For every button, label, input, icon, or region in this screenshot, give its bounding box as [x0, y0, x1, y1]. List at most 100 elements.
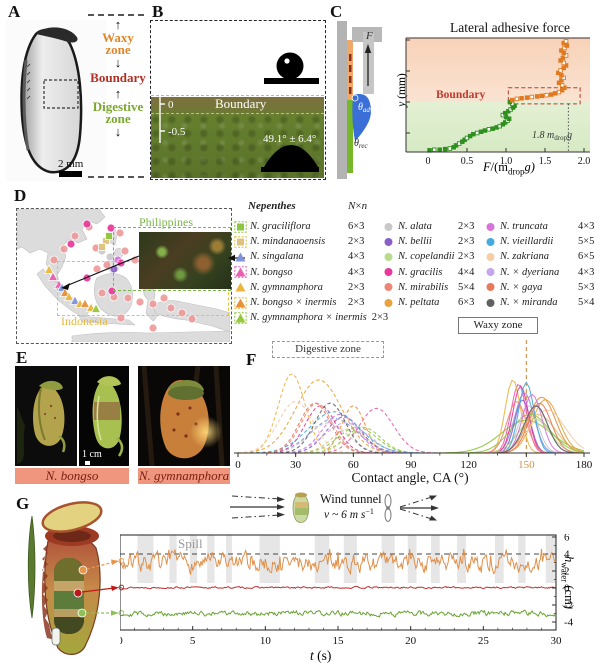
- spill-band: [226, 535, 232, 583]
- data-point: [509, 97, 515, 103]
- sessile-drop-sphere: [276, 52, 304, 80]
- svg-text:25: 25: [478, 635, 490, 647]
- boundary-level-dot: [73, 588, 83, 598]
- spill-band: [314, 535, 330, 583]
- svg-text:-2: -2: [564, 600, 573, 612]
- digestive-zone-box: Digestive zone: [272, 341, 384, 358]
- sample-count: 5×5: [578, 236, 595, 248]
- data-point: [559, 48, 564, 53]
- data-point: [482, 128, 488, 133]
- svg-text:1.8 mdropg: 1.8 mdropg: [532, 130, 572, 142]
- data-point: [564, 43, 570, 48]
- map-marker: [66, 239, 76, 249]
- map-marker: [63, 291, 75, 301]
- map-marker: [97, 288, 107, 298]
- map-marker: [166, 303, 176, 313]
- svg-text:4: 4: [564, 549, 570, 561]
- svg-text:1.0: 1.0: [500, 156, 513, 167]
- legend-row: N. alata 2×3: [382, 219, 474, 234]
- legend-row: N. mirabilis 5×4: [382, 280, 474, 295]
- sample-count: 4×3: [578, 221, 595, 233]
- data-point: [519, 96, 524, 101]
- habitat-photo-inset: [139, 232, 231, 289]
- legend-row: N. × miranda 5×4: [484, 295, 594, 310]
- svg-text:0: 0: [120, 635, 123, 647]
- species-name: N. × miranda: [500, 297, 558, 309]
- circle-marker-icon: [382, 266, 395, 278]
- svg-text:30: 30: [551, 635, 563, 647]
- data-point: [563, 53, 569, 58]
- legend-row: N. graciliflora 6×3: [234, 219, 388, 234]
- sample-count: 2×3: [348, 281, 365, 293]
- map-marker: [79, 298, 91, 308]
- scale-bar: [59, 171, 82, 177]
- b-bottom-contact-angle: 49.1° ± 6.4°: [263, 133, 316, 145]
- sample-count: 6×3: [458, 297, 475, 309]
- svg-text:180: 180: [576, 459, 593, 471]
- map-marker: [43, 264, 55, 274]
- legend-row: N. zakriana 6×5: [484, 249, 594, 264]
- svg-text:6: 6: [564, 534, 570, 544]
- waxy-zone-label-1: Waxy: [102, 30, 134, 45]
- data-point: [544, 92, 549, 98]
- map-marker: [49, 255, 59, 265]
- c-plot-wrap: Lateral adhesive force 1.00.50-0.500.51.…: [396, 20, 596, 178]
- data-point: [490, 126, 495, 131]
- sample-count: 5×4: [578, 297, 595, 309]
- map-marker: [59, 287, 71, 297]
- map-marker: [135, 297, 145, 307]
- distribution-map: Philippines Indonesia: [16, 208, 232, 344]
- data-point: [442, 146, 448, 152]
- fan-icon: [384, 494, 392, 522]
- waxy-zone-box: Waxy zone: [458, 317, 538, 334]
- wind-tunnel-diagram: Wind tunnel v ~ 6 m s−1: [230, 492, 439, 523]
- svg-text:60: 60: [348, 459, 360, 471]
- spill-band: [259, 535, 280, 583]
- triangle-marker-icon: [234, 312, 247, 324]
- legend-row: N. gymnamphora × inermis 2×3: [234, 310, 388, 325]
- species-name: N. gymnamphora × inermis: [250, 312, 367, 324]
- svg-text:y (mm): y (mm): [166, 52, 199, 64]
- sample-count: 2×3: [348, 297, 365, 309]
- map-marker: [105, 232, 113, 240]
- data-point: [560, 55, 566, 61]
- boundary-label: Boundary: [90, 70, 146, 86]
- sample-count: 4×4: [458, 266, 475, 278]
- legend-column-2: N. alata 2×3 N. bellii 2×3 N. copelandii 2×3 N…: [382, 219, 474, 310]
- map-marker: [123, 293, 133, 303]
- boundary-dash-top: [151, 95, 324, 96]
- data-point: [563, 38, 569, 44]
- panel-b-label: B: [152, 2, 164, 21]
- g-pitcher-lid: [41, 501, 103, 533]
- legend-row: N. bellii 2×3: [382, 234, 474, 249]
- species-name: N. alata: [398, 221, 432, 233]
- photo-bongso-2: 1 cm: [79, 366, 129, 466]
- sample-count: 6×5: [578, 251, 595, 263]
- map-marker: [159, 293, 169, 303]
- svg-text:θadv: θadv: [358, 102, 374, 114]
- map-marker: [98, 243, 106, 251]
- zone-bottom-dashline: [88, 176, 144, 178]
- svg-text:5: 5: [190, 635, 196, 647]
- map-marker: [90, 303, 102, 313]
- digestive-zone-label-2: zone: [105, 110, 131, 126]
- legend-genus-header: Nepenthes: [248, 200, 296, 212]
- c-boundary-label: Boundary: [436, 89, 485, 101]
- legend-row: N. gymnamphora 2×3: [234, 280, 388, 295]
- legend-row: N. mindanaoensis 2×3: [234, 234, 388, 249]
- map-arrows: [61, 255, 140, 290]
- leaf-blade: [27, 515, 36, 619]
- sample-count: 5×3: [578, 281, 595, 293]
- down-arrow-2: ↓: [114, 124, 122, 140]
- data-point: [529, 94, 534, 100]
- distribution-curve: [238, 416, 584, 454]
- mini-pitcher-icon: [292, 492, 310, 523]
- svg-text:10: 10: [260, 635, 272, 647]
- spill-band: [407, 535, 417, 583]
- data-point: [556, 70, 561, 76]
- panel-f-label: F: [246, 350, 257, 369]
- banner-n-gymnamphora: N. gymnamphora: [138, 468, 230, 484]
- force-label: F: [365, 30, 373, 42]
- data-point: [447, 146, 453, 151]
- b-tick-neg05: -0.5: [168, 126, 186, 138]
